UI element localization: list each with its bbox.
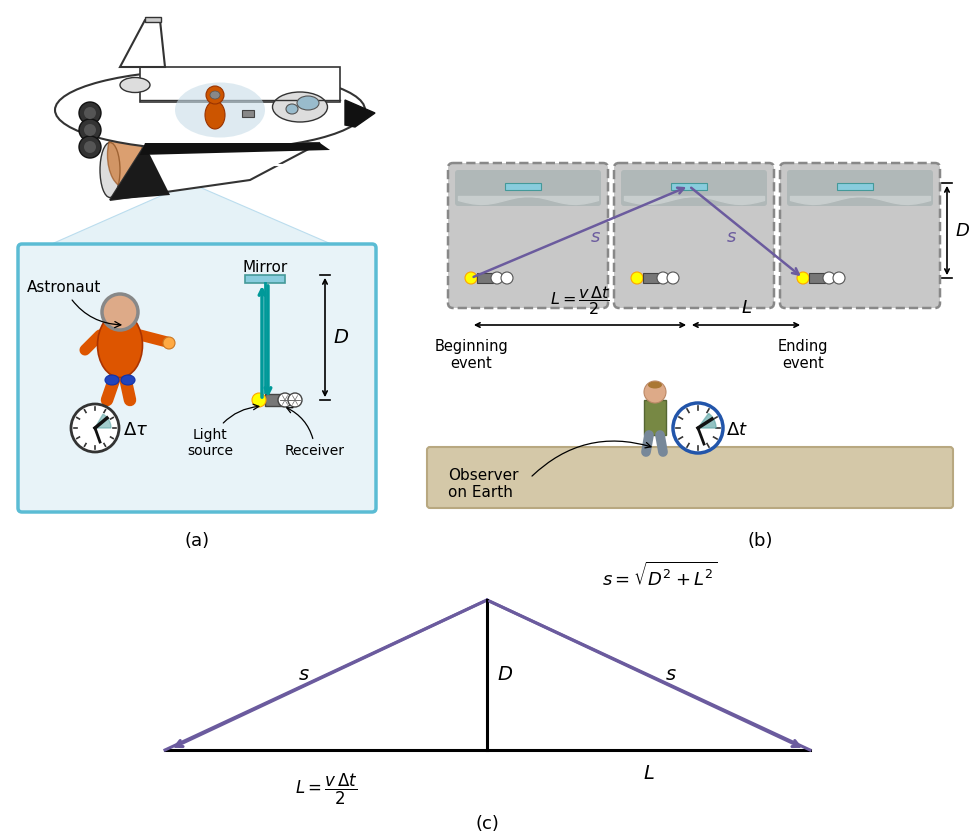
- Polygon shape: [110, 145, 170, 200]
- Ellipse shape: [121, 375, 135, 385]
- Bar: [644, 400, 666, 435]
- Circle shape: [206, 86, 224, 104]
- FancyBboxPatch shape: [621, 170, 767, 206]
- Text: $L$: $L$: [741, 299, 752, 317]
- Text: $s$: $s$: [665, 666, 677, 684]
- FancyBboxPatch shape: [787, 170, 933, 206]
- FancyBboxPatch shape: [455, 170, 601, 206]
- Bar: [477, 273, 493, 283]
- Polygon shape: [698, 413, 716, 428]
- Text: Astronaut: Astronaut: [27, 280, 121, 327]
- Ellipse shape: [100, 142, 120, 197]
- Text: (a): (a): [184, 532, 210, 550]
- Bar: [140, 67, 340, 102]
- Circle shape: [163, 337, 175, 349]
- Text: $\Delta t$: $\Delta t$: [726, 421, 748, 439]
- Circle shape: [465, 272, 477, 284]
- FancyBboxPatch shape: [427, 447, 953, 508]
- Polygon shape: [110, 143, 320, 200]
- Text: $D$: $D$: [497, 666, 513, 684]
- Text: $s$: $s$: [725, 228, 736, 246]
- Text: $s$: $s$: [298, 666, 310, 684]
- Circle shape: [278, 393, 292, 407]
- Ellipse shape: [205, 101, 225, 129]
- Bar: [837, 183, 873, 190]
- Bar: [245, 275, 285, 283]
- Circle shape: [491, 272, 503, 284]
- Polygon shape: [140, 143, 330, 155]
- Circle shape: [102, 294, 138, 330]
- Circle shape: [823, 272, 835, 284]
- Circle shape: [252, 393, 266, 407]
- Circle shape: [657, 272, 669, 284]
- Bar: [242, 110, 254, 117]
- Bar: [809, 273, 825, 283]
- Circle shape: [79, 136, 101, 158]
- Polygon shape: [95, 414, 111, 428]
- Text: Mirror: Mirror: [243, 260, 288, 275]
- Circle shape: [667, 272, 679, 284]
- FancyBboxPatch shape: [448, 163, 608, 308]
- Circle shape: [644, 381, 666, 403]
- Bar: [265, 394, 283, 406]
- Polygon shape: [38, 183, 345, 250]
- Text: $s$: $s$: [590, 228, 601, 246]
- Ellipse shape: [297, 96, 319, 110]
- Circle shape: [79, 102, 101, 124]
- Text: Observer
on Earth: Observer on Earth: [448, 468, 519, 501]
- FancyBboxPatch shape: [614, 163, 774, 308]
- Bar: [505, 183, 541, 190]
- Text: (c): (c): [475, 815, 499, 833]
- Ellipse shape: [105, 375, 119, 385]
- Ellipse shape: [175, 82, 265, 137]
- Circle shape: [501, 272, 513, 284]
- Text: $L = \dfrac{v\,\Delta t}{2}$: $L = \dfrac{v\,\Delta t}{2}$: [294, 772, 357, 807]
- Ellipse shape: [286, 104, 298, 114]
- Circle shape: [797, 272, 809, 284]
- Circle shape: [84, 124, 96, 136]
- Text: $L$: $L$: [643, 765, 654, 783]
- Text: $D$: $D$: [955, 222, 970, 240]
- Circle shape: [288, 393, 302, 407]
- Text: $L = \dfrac{v\,\Delta t}{2}$: $L = \dfrac{v\,\Delta t}{2}$: [550, 284, 610, 317]
- Circle shape: [631, 272, 643, 284]
- Text: $\Delta\tau$: $\Delta\tau$: [123, 421, 148, 439]
- Text: $D$: $D$: [333, 328, 349, 347]
- Ellipse shape: [55, 70, 365, 150]
- Bar: [643, 273, 659, 283]
- Ellipse shape: [272, 92, 328, 122]
- Circle shape: [673, 403, 723, 453]
- Circle shape: [833, 272, 845, 284]
- FancyBboxPatch shape: [18, 244, 376, 512]
- Ellipse shape: [648, 382, 662, 388]
- Polygon shape: [120, 20, 165, 67]
- Ellipse shape: [120, 77, 150, 92]
- Circle shape: [84, 107, 96, 119]
- Circle shape: [79, 119, 101, 141]
- Ellipse shape: [107, 122, 142, 187]
- Bar: [145, 17, 161, 22]
- Polygon shape: [345, 100, 375, 127]
- Text: Receiver: Receiver: [285, 407, 345, 458]
- Circle shape: [84, 141, 96, 153]
- Text: Beginning
event: Beginning event: [434, 339, 508, 372]
- Text: Light
source: Light source: [187, 404, 258, 458]
- Text: (b): (b): [747, 532, 773, 550]
- Bar: [671, 183, 707, 190]
- Circle shape: [71, 404, 119, 452]
- Text: $s = \sqrt{D^2 + L^2}$: $s = \sqrt{D^2 + L^2}$: [603, 561, 718, 590]
- FancyBboxPatch shape: [780, 163, 940, 308]
- Ellipse shape: [98, 312, 142, 377]
- Ellipse shape: [210, 91, 220, 99]
- Text: Ending
event: Ending event: [778, 339, 828, 372]
